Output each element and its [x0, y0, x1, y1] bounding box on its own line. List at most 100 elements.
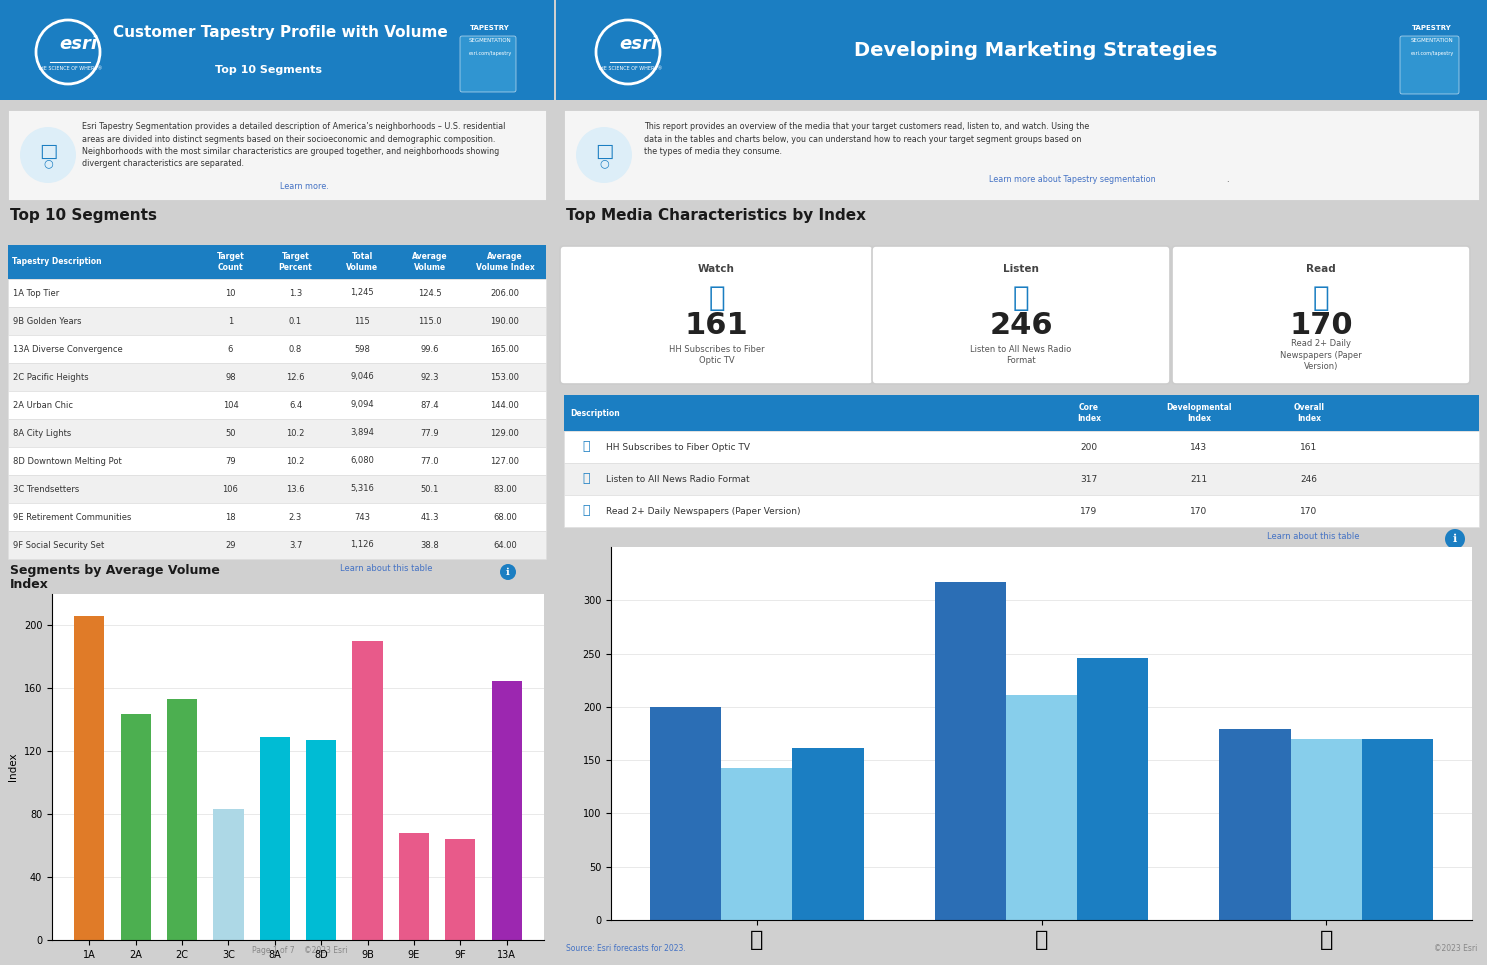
Text: 190.00: 190.00 [491, 317, 519, 325]
Bar [564, 110, 1480, 200]
Circle shape [19, 127, 76, 183]
Bar [214, 810, 244, 940]
Text: 1,126: 1,126 [349, 540, 373, 549]
Text: Read 2+ Daily Newspapers (Paper Version): Read 2+ Daily Newspapers (Paper Version) [607, 507, 800, 515]
Text: Learn about this table: Learn about this table [1267, 532, 1359, 541]
FancyBboxPatch shape [871, 246, 1170, 384]
Text: 104: 104 [223, 400, 238, 409]
Text: 170: 170 [1300, 507, 1317, 515]
Text: 246: 246 [1301, 475, 1317, 483]
Bar [564, 395, 1480, 431]
Text: 129.00: 129.00 [491, 428, 519, 437]
Bar [7, 419, 546, 447]
Bar [7, 335, 546, 363]
Circle shape [575, 127, 632, 183]
Text: SEGMENTATION: SEGMENTATION [1411, 38, 1453, 42]
Text: 3.7: 3.7 [288, 540, 302, 549]
Text: 38.8: 38.8 [421, 540, 439, 549]
Text: THE SCIENCE OF WHERE®: THE SCIENCE OF WHERE® [598, 66, 663, 70]
Text: 5,316: 5,316 [349, 484, 373, 493]
Text: 87.4: 87.4 [421, 400, 439, 409]
Text: 99.6: 99.6 [421, 345, 439, 353]
Text: 10.2: 10.2 [287, 456, 305, 465]
Text: 9,046: 9,046 [349, 372, 373, 381]
Bar [7, 363, 546, 391]
Text: Read 2+ Daily
Newspapers (Paper
Version): Read 2+ Daily Newspapers (Paper Version) [1280, 340, 1362, 371]
Text: Watch: Watch [697, 264, 735, 274]
Text: 211: 211 [1191, 475, 1207, 483]
Text: SEGMENTATION: SEGMENTATION [468, 38, 512, 42]
Bar [445, 840, 476, 940]
Text: 246: 246 [989, 311, 1053, 340]
Text: Core
Index: Core Index [1077, 403, 1100, 423]
Text: Developmental
Index: Developmental Index [1166, 403, 1231, 423]
Bar [306, 740, 336, 940]
Text: 8D Downtown Melting Pot: 8D Downtown Melting Pot [13, 456, 122, 465]
Text: TAPESTRY: TAPESTRY [470, 25, 510, 31]
Text: Target
Percent: Target Percent [278, 252, 312, 272]
Text: Source: Esri forecasts for 2023.: Source: Esri forecasts for 2023. [567, 944, 686, 953]
Text: 2A Urban Chic: 2A Urban Chic [13, 400, 73, 409]
Bar [556, 0, 1487, 100]
Bar [7, 503, 546, 531]
Bar [7, 279, 546, 307]
Text: □: □ [39, 142, 57, 160]
Text: 77.0: 77.0 [421, 456, 439, 465]
Text: 3C Trendsetters: 3C Trendsetters [13, 484, 79, 493]
Text: ℹ: ℹ [1453, 534, 1457, 544]
Text: This report provides an overview of the media that your target customers read, l: This report provides an overview of the … [644, 122, 1090, 156]
Text: 1: 1 [228, 317, 233, 325]
Text: 144.00: 144.00 [491, 400, 519, 409]
Text: 13A Diverse Convergence: 13A Diverse Convergence [13, 345, 123, 353]
Text: 6,080: 6,080 [349, 456, 373, 465]
Text: esri.com/tapestry: esri.com/tapestry [1410, 50, 1454, 56]
Bar [399, 833, 428, 940]
Text: 161: 161 [1300, 443, 1317, 452]
Text: 161: 161 [684, 311, 748, 340]
Bar [564, 495, 1480, 527]
Text: 1,245: 1,245 [349, 289, 373, 297]
Text: ○: ○ [43, 158, 54, 168]
Text: 77.9: 77.9 [421, 428, 439, 437]
Text: Learn more.: Learn more. [280, 182, 329, 191]
Text: 170: 170 [1289, 311, 1353, 340]
Text: 143: 143 [1191, 443, 1207, 452]
Text: 0.1: 0.1 [288, 317, 302, 325]
Text: Top 10 Segments: Top 10 Segments [216, 65, 323, 75]
Text: Target
Count: Target Count [217, 252, 244, 272]
Text: 10: 10 [225, 289, 236, 297]
Text: Tapestry Description: Tapestry Description [12, 258, 101, 266]
Text: 115.0: 115.0 [418, 317, 442, 325]
Text: 🎧: 🎧 [583, 473, 590, 485]
Text: 1A Top Tier: 1A Top Tier [13, 289, 59, 297]
Text: Page 1 of 7    ©2023 Esri: Page 1 of 7 ©2023 Esri [253, 946, 348, 955]
Bar [120, 713, 150, 940]
Text: 9B Golden Years: 9B Golden Years [13, 317, 82, 325]
Text: esri: esri [59, 35, 97, 53]
Text: Learn more about Tapestry segmentation: Learn more about Tapestry segmentation [989, 175, 1155, 184]
Bar [260, 737, 290, 940]
Text: THE SCIENCE OF WHERE®: THE SCIENCE OF WHERE® [37, 66, 103, 70]
Text: 8A City Lights: 8A City Lights [13, 428, 71, 437]
Bar [7, 531, 546, 559]
Bar [7, 447, 546, 475]
Bar [7, 245, 546, 279]
Text: ℹ: ℹ [506, 567, 510, 577]
Text: 29: 29 [225, 540, 236, 549]
Text: HH Subscribes to Fiber
Optic TV: HH Subscribes to Fiber Optic TV [669, 345, 764, 365]
Text: 83.00: 83.00 [494, 484, 517, 493]
Text: TAPESTRY: TAPESTRY [1413, 25, 1451, 31]
Text: Description: Description [570, 408, 620, 418]
Bar [793, 749, 864, 920]
Circle shape [500, 564, 516, 580]
Text: 79: 79 [225, 456, 236, 465]
Y-axis label: Index: Index [9, 753, 18, 782]
Text: Segments by Average Volume
Index: Segments by Average Volume Index [10, 564, 220, 591]
Text: ©2023 Esri: ©2023 Esri [1433, 944, 1477, 953]
Text: 206.00: 206.00 [491, 289, 519, 297]
Bar [167, 700, 198, 940]
Text: esri.com/tapestry: esri.com/tapestry [468, 50, 512, 56]
Text: 200: 200 [1081, 443, 1097, 452]
Text: 743: 743 [354, 512, 370, 521]
FancyBboxPatch shape [459, 36, 516, 92]
